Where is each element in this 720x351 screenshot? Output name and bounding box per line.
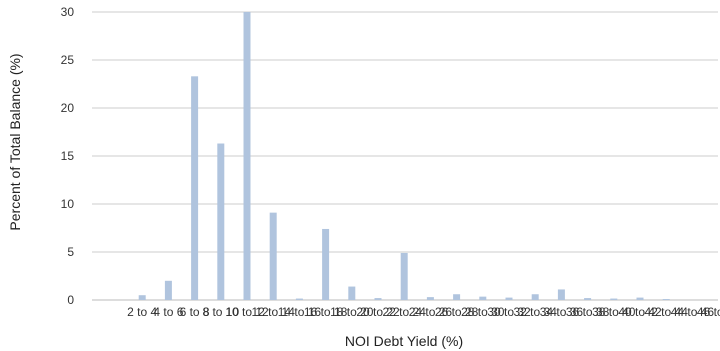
x-tick-label: 36 to 38 xyxy=(566,305,610,319)
x-tick-label: 40 to 42 xyxy=(618,305,662,319)
x-tick-label: 26 to 28 xyxy=(435,305,479,319)
bar xyxy=(479,296,487,300)
y-axis-title: Percent of Total Balance (%) xyxy=(7,53,23,230)
x-tick-label: 6 to 8 xyxy=(180,305,210,319)
x-tick-label: 38 to 40 xyxy=(592,305,636,319)
y-tick-label: 30 xyxy=(61,5,75,19)
bar xyxy=(138,295,146,300)
x-tick-label: 32 to 34 xyxy=(514,305,558,319)
bar xyxy=(584,298,592,300)
x-tick-label: 30 to 32 xyxy=(487,305,531,319)
bar xyxy=(531,294,539,300)
x-tick-label: 44 to 46 xyxy=(671,305,715,319)
y-tick-label: 15 xyxy=(61,149,75,163)
x-axis-title: NOI Debt Yield (%) xyxy=(345,333,463,349)
bar xyxy=(164,280,172,300)
x-tick-label: 18 to 20 xyxy=(330,305,374,319)
x-tick-label: 8 to 10 xyxy=(202,305,239,319)
y-tick-label: 25 xyxy=(61,53,75,67)
y-tick-label: 0 xyxy=(67,293,74,307)
bar xyxy=(426,297,434,300)
x-tick-label: 42 to 44 xyxy=(645,305,689,319)
bar xyxy=(243,12,251,300)
bar xyxy=(374,298,382,300)
bar xyxy=(191,76,199,300)
y-tick-label: 5 xyxy=(67,245,74,259)
bar xyxy=(557,289,565,300)
bar xyxy=(322,228,330,300)
bar xyxy=(217,143,225,300)
bar xyxy=(453,294,461,300)
bar xyxy=(505,297,513,300)
bar xyxy=(662,299,670,300)
y-axis-ticks: 0 5 10 15 20 25 30 xyxy=(61,5,75,307)
x-tick-label: 14 to 16 xyxy=(278,305,322,319)
x-tick-label: 10 to 12 xyxy=(225,305,269,319)
x-tick-label: 2 to 4 xyxy=(127,305,157,319)
x-tick-label: 46 to 48 xyxy=(697,305,720,319)
bars xyxy=(138,12,670,300)
bar xyxy=(610,298,618,300)
x-tick-label: 24 to 26 xyxy=(409,305,453,319)
bar xyxy=(636,297,644,300)
bar xyxy=(348,286,356,300)
x-tick-label: 28 to 30 xyxy=(461,305,505,319)
bar xyxy=(269,212,277,300)
x-tick-label: 20 to 22 xyxy=(356,305,400,319)
x-tick-label: 4 to 6 xyxy=(153,305,183,319)
bar xyxy=(295,298,303,300)
x-tick-label: 22 to 24 xyxy=(383,305,427,319)
x-tick-label: 16 to 18 xyxy=(304,305,348,319)
x-tick-label: 12 to 14 xyxy=(252,305,296,319)
bar xyxy=(400,252,408,300)
x-tick-label: 34 to 36 xyxy=(540,305,584,319)
y-tick-label: 20 xyxy=(61,101,75,115)
y-tick-label: 10 xyxy=(61,197,75,211)
